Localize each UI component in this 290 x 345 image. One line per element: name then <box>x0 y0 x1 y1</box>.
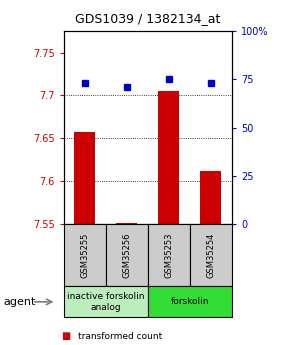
Bar <box>148 224 190 286</box>
Bar <box>158 91 180 224</box>
Bar <box>190 224 232 286</box>
Bar <box>64 224 106 286</box>
Text: GSM35254: GSM35254 <box>206 233 215 278</box>
Text: agent: agent <box>3 297 35 307</box>
Bar <box>106 224 148 286</box>
Text: GSM35253: GSM35253 <box>164 233 173 278</box>
Text: ■: ■ <box>61 332 70 341</box>
Text: inactive forskolin
analog: inactive forskolin analog <box>67 292 145 312</box>
Bar <box>148 286 232 317</box>
Bar <box>74 132 95 224</box>
Text: GSM35256: GSM35256 <box>122 233 131 278</box>
Bar <box>116 223 137 224</box>
Bar <box>64 286 148 317</box>
Text: GDS1039 / 1382134_at: GDS1039 / 1382134_at <box>75 12 221 25</box>
Text: GSM35255: GSM35255 <box>80 233 89 278</box>
Text: transformed count: transformed count <box>78 332 163 341</box>
Text: forskolin: forskolin <box>171 297 209 306</box>
Bar <box>200 171 222 224</box>
